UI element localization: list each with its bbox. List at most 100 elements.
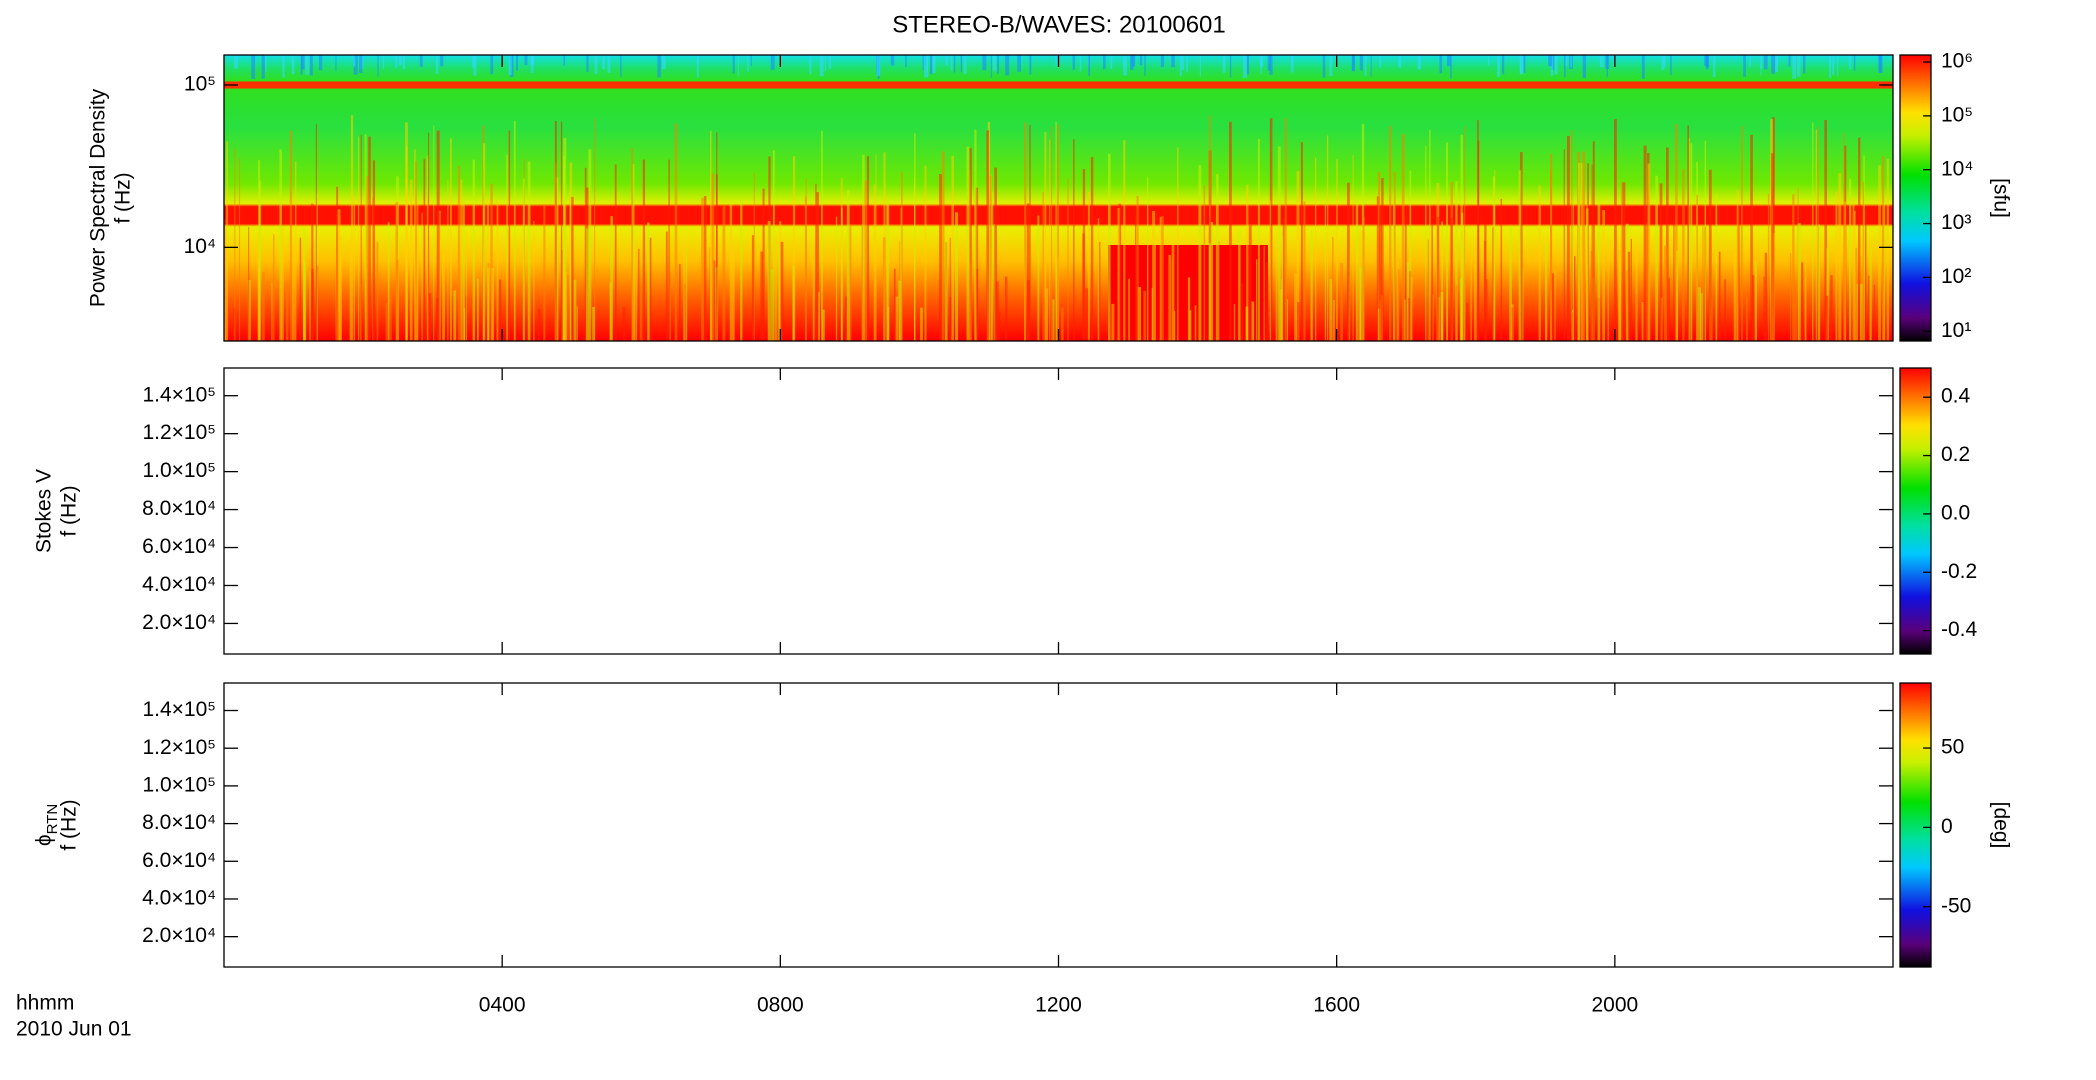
spectrogram-texture [1447,55,1451,67]
spectrogram-texture [1661,55,1665,70]
spectrogram-texture [1704,55,1708,66]
spectrogram-texture [1269,118,1273,341]
spectrogram-texture [1706,55,1710,68]
spectrogram-texture [1459,278,1463,341]
spectrogram-texture [349,237,352,341]
spectrogram-texture [1630,238,1632,341]
spectrogram-texture [732,55,735,74]
spectrogram-texture [1815,129,1818,341]
spectrogram-texture [1474,248,1477,341]
spectrogram-texture [1326,135,1329,341]
spectrogram-texture [561,250,563,341]
spectrogram-texture [1563,149,1565,341]
spectrogram-texture [1128,278,1131,341]
spectrogram-texture [462,197,465,341]
spectrogram-texture [809,55,812,75]
spectrogram-texture [982,55,987,71]
spectrogram-texture [1641,302,1644,341]
spectrogram-texture [1097,218,1100,341]
spectrogram-texture [239,158,241,341]
spectrogram-texture [1464,125,1466,341]
spectrogram-texture [1389,125,1392,341]
y-tick-label: 1.4×10⁵ [142,698,216,721]
spectrogram-texture [1359,266,1362,341]
spectrogram-texture [1297,302,1300,341]
spectrogram-texture [1044,132,1047,341]
spectrogram-texture [1263,246,1265,341]
spectrogram-texture [1803,55,1806,74]
spectrogram-texture [876,55,881,76]
spectrogram-texture [1826,248,1829,341]
spectrogram-texture [1868,275,1870,341]
spectrogram-texture [1862,182,1864,341]
spectrogram-texture [299,237,302,341]
spectrogram-texture [1136,195,1139,341]
spectrogram-texture [1835,191,1838,341]
spectrogram-texture [584,167,587,341]
spectrogram-texture [1439,55,1443,74]
spectrogram-texture [508,130,511,341]
spectrogram-texture [975,268,979,341]
spectrogram-texture [1364,55,1367,77]
spectrogram-texture [1194,305,1197,341]
spectrogram-texture [1396,261,1399,341]
spectrogram-texture [359,55,363,74]
spectrogram-texture [350,115,354,341]
spectrogram-texture [1431,224,1433,341]
spectrogram-texture [1243,55,1247,79]
spectrogram-texture [1406,262,1410,341]
spectrogram-texture [969,263,972,341]
spectrogram-texture [1715,194,1718,341]
spectrogram-texture [1582,151,1586,341]
spectrogram-texture [1440,291,1444,341]
spectrogram-texture [779,221,782,341]
spectrogram-image [224,55,1893,341]
x-axis-label: hhmm [16,992,74,1015]
spectrogram-texture [1670,55,1672,76]
spectrogram-texture [353,55,358,75]
spectrogram-texture [1492,227,1494,341]
colorbar-tick-label: -0.4 [1941,618,1978,641]
spectrogram-texture [1154,233,1156,341]
spectrogram-texture [311,203,314,341]
spectrogram-texture [1203,185,1206,341]
spectrogram-texture [882,237,886,341]
spectrogram-texture [1797,223,1801,341]
spectrogram-texture [426,155,429,341]
colorbar-label: [sfu] [1989,178,2012,218]
spectrogram-texture [1550,170,1552,341]
spectrogram-texture [1856,283,1858,341]
spectrogram-texture [409,179,413,341]
spectrogram-texture [1381,295,1383,341]
y-tick-label: 2.0×10⁴ [142,924,216,947]
spectrogram-texture [1580,162,1584,341]
spectrogram-texture [696,55,699,78]
spectrogram-texture [1324,200,1326,341]
spectrogram-texture [685,247,688,341]
y-axis-label-subscript: RTN [44,804,61,835]
spectrogram-texture [336,186,339,341]
spectrogram-texture [924,165,927,341]
spectrogram-texture [543,204,546,341]
spectrogram-texture [1805,255,1807,341]
spectrogram-texture [631,148,634,341]
spectrogram-texture [760,251,764,341]
spectrogram-texture [920,307,923,341]
spectrogram-texture [1199,55,1201,77]
spectrogram-texture [1401,133,1405,341]
spectrogram-texture [262,271,265,341]
spectrogram-texture [1450,217,1453,341]
spectrogram-texture [1455,285,1458,341]
spectrogram-texture [1082,169,1086,341]
spectrogram-texture [821,130,823,341]
spectrogram-texture [1668,277,1670,341]
spectrogram-texture [1123,55,1127,76]
spectrogram-texture [1622,182,1626,341]
spectrogram-texture [1055,121,1057,341]
spectrogram-texture [1303,201,1306,341]
spectrogram-texture [770,55,775,70]
spectrogram-texture [679,264,681,341]
spectrogram-texture [1455,181,1458,341]
y-tick-label: 1.0×10⁵ [142,459,216,482]
spectrogram-texture [303,261,307,341]
